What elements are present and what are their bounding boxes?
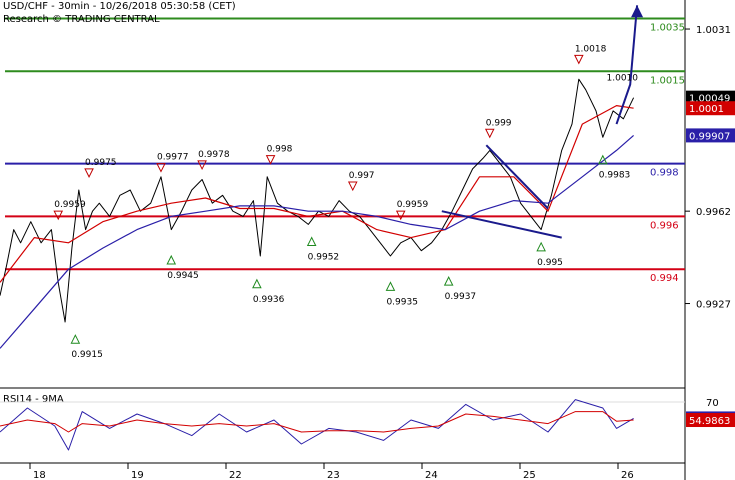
value-tag-box [686,128,735,143]
sell-signal-icon [484,128,495,139]
level-label: 0.994 [650,273,679,284]
projection-arrowhead [631,5,644,18]
chart-title: USD/CHF - 30min - 10/26/2018 05:30:58 (C… [3,1,236,12]
sell-signal-icon [395,210,406,221]
series-rsi_ma [0,411,634,433]
pivot-label: 0.9937 [445,292,477,302]
value-tag-label: 0.99907 [689,131,730,142]
sell-signal-icon [84,168,94,178]
pivot-label: 0.9935 [386,297,418,307]
pivot-markers: 0.9915 0.9959 0.9975 0.9977 0.9945 0.9978 0.99… [53,44,639,360]
projection-line [615,5,639,125]
pivot-label: 0.9945 [167,271,199,281]
pivot-label: 0.995 [537,258,563,268]
time-tick-label: 25 [523,470,536,480]
pivot-label: 0.9978 [198,150,230,160]
level-label: 1.0035 [650,22,685,33]
sell-signal-icon [53,210,64,221]
price-tick-label: 0.9962 [696,207,731,218]
value-tag-label: 1.0001 [689,104,724,115]
series-ma_fast [0,104,634,283]
time-tick-label: 26 [621,470,634,480]
price-tick-label: 1.0031 [696,25,731,36]
rsi-title: RSI14 - 9MA [3,394,64,405]
pivot-label: 1.0010 [607,73,639,83]
sell-signal-icon [347,181,358,192]
support-resistance-levels: 1.0035 1.0015 0.998 0.996 0.994 [5,17,685,284]
buy-signal-icon [166,254,177,265]
pivot-label: 0.998 [267,145,293,155]
trendline [441,210,562,239]
trendline [485,144,549,210]
buy-signal-icon [306,236,317,247]
pivot-label: 0.9952 [308,253,340,263]
pivot-label: 0.999 [486,118,512,128]
pivot-label: 0.9915 [71,350,103,360]
series-rsi [0,399,634,451]
sell-signal-icon [574,54,584,65]
value-tag-label: 1.00049 [689,94,730,105]
pivot-label: 0.9975 [85,158,117,168]
value-tag-label: 54.9863 [689,416,730,427]
pivot-label: 1.0018 [575,44,607,54]
pivot-label: 0.9983 [599,171,631,181]
buy-signal-icon [443,276,454,286]
buy-signal-icon [597,154,608,165]
pivot-label: 0.9959 [54,200,86,210]
sell-signal-icon [197,160,207,171]
pivot-label: 0.9936 [253,295,285,305]
rsi-tick-label: 70 [706,398,719,409]
buy-signal-icon [70,334,81,344]
value-tag-box [686,90,735,105]
time-tick-label: 22 [229,470,242,480]
series-price [0,78,635,323]
price-tick-label: 0.9927 [696,300,731,311]
value-tag-box [686,413,735,428]
sell-signal-icon [265,155,276,165]
time-tick-label: 18 [33,470,46,480]
level-label: 0.996 [650,220,679,231]
sell-signal-icon [156,163,166,173]
level-label: 1.0015 [650,75,685,86]
buy-signal-icon [536,241,546,252]
pivot-label: 0.9977 [157,153,189,163]
buy-signal-icon [385,281,396,291]
value-tag-box [686,101,735,116]
pivot-label: 0.9959 [397,200,429,210]
buy-signal-icon [252,278,262,289]
time-tick-label: 23 [327,470,340,480]
rsi-panel: RSI14 - 9MA 70 [0,394,719,451]
pivot-label: 0.997 [349,171,375,181]
chart-credit: Research © TRADING CENTRAL [3,14,160,25]
price-series-group [0,5,644,349]
time-tick-label: 19 [131,470,144,480]
axes-labels: 1.0031 0.9962 0.9927 18 19 22 23 24 25 26 [29,25,731,480]
level-label: 0.998 [650,168,679,179]
time-tick-label: 24 [425,470,438,480]
